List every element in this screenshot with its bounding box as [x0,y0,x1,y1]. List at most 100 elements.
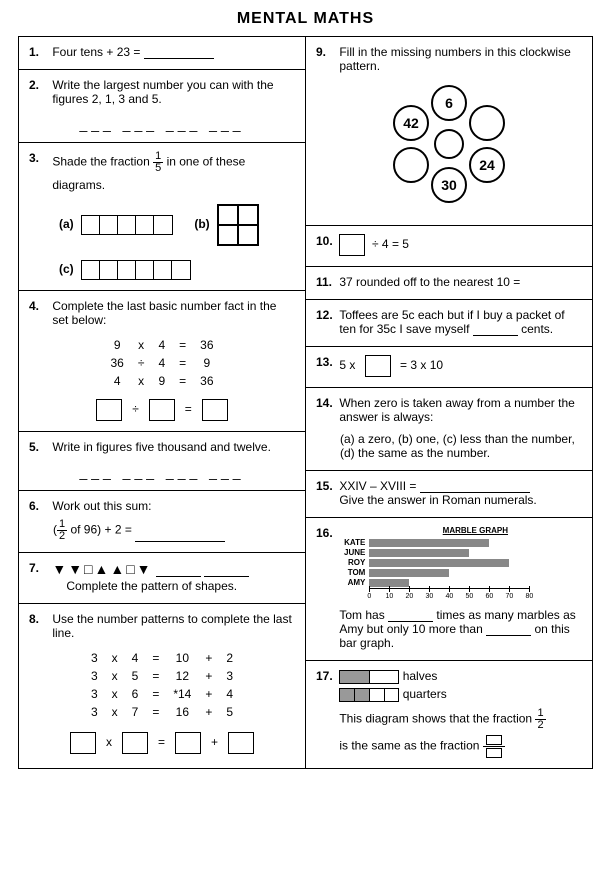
answer-blank[interactable] [420,481,530,493]
shape-pattern: ▼▼□▲▲□▼ [52,561,152,577]
answer-blank[interactable] [135,530,225,542]
q17-sentence: This diagram shows that the fraction 1 2 [339,708,581,731]
q-number: 16. [316,526,336,540]
strip-5-a[interactable] [81,215,173,235]
halves-strip [339,670,399,684]
answer-box[interactable] [149,399,175,421]
answer-box[interactable] [228,732,254,754]
q-text: ▼▼□▲▲□▼ Complete the pattern of shapes. [52,561,294,593]
q-number: 4. [29,299,49,313]
q-number: 1. [29,45,49,59]
answer-box[interactable] [175,732,201,754]
fraction-1-2: 1 2 [57,519,67,542]
answer-dashes[interactable]: ___ ___ ___ ___ [29,464,295,480]
q-number: 7. [29,561,49,575]
q4: 4. Complete the last basic number fact i… [19,291,305,432]
bar-label: TOM [339,568,365,577]
quarters-strip [339,688,399,702]
q-text: 5 x = 3 x 10 [339,355,581,377]
worksheet-page: MENTAL MATHS 1. Four tens + 23 = 2. Writ… [0,0,611,789]
q-text: Toffees are 5c each but if I buy a packe… [339,308,581,336]
q3: 3. Shade the fraction 1 5 in one of thes… [19,143,305,291]
answer-box[interactable] [70,732,96,754]
answer-box[interactable] [202,399,228,421]
q-number: 12. [316,308,336,322]
q-text: Complete the last basic number fact in t… [52,299,294,327]
diagram-row-1: (a) (b) [29,204,295,246]
q12: 12. Toffees are 5c each but if I buy a p… [306,300,592,347]
q1: 1. Four tens + 23 = [19,37,305,70]
q8: 8. Use the number patterns to complete t… [19,604,305,764]
quarters-row: quarters [339,687,581,702]
bar-row: KATE [339,538,581,547]
q2: 2. Write the largest number you can with… [19,70,305,143]
q-number: 13. [316,355,336,369]
chart-axis: 01020304050607080 [369,588,529,602]
answer-blank[interactable] [473,324,518,336]
q-number: 15. [316,479,336,493]
answer-blank[interactable] [204,565,249,577]
q-number: 17. [316,669,336,683]
wheel-val-30: 30 [441,177,457,193]
bar-row: ROY [339,558,581,567]
bar [369,549,469,557]
q14-options: (a) a zero, (b) one, (c) less than the n… [316,432,582,460]
circle-pattern-diagram: 6 42 30 24 [374,79,524,209]
number-facts-table: 9x4=36 36÷4=9 4x9=36 [102,335,221,391]
q-text: Write the largest number you can with th… [52,78,294,106]
q16: 16. MARBLE GRAPH KATEJUNEROYTOMAMY 01020… [306,518,592,661]
q-number: 14. [316,396,336,410]
q-text: halves quarters This diagram shows that … [339,669,581,758]
fact-blank-row: ÷ = [29,399,295,421]
q-text: Write in figures five thousand and twelv… [52,440,294,454]
bar-label: ROY [339,558,365,567]
q-text: 37 rounded off to the nearest 10 = [339,275,581,289]
fraction-1-5: 1 5 [153,151,163,174]
pattern-table: 3x4=10+2 3x5=12+3 3x6=*14+4 3x7=16+5 [83,648,241,722]
answer-box[interactable] [96,399,122,421]
bar-row: TOM [339,568,581,577]
wheel-val-6: 6 [445,95,453,111]
page-title: MENTAL MATHS [18,10,593,28]
q-number: 11. [316,275,336,289]
fraction-answer-box[interactable] [483,735,505,758]
bar-label: AMY [339,578,365,587]
chart-title: MARBLE GRAPH [369,526,581,535]
q9: 9. Fill in the missing numbers in this c… [306,37,592,226]
q6: 6. Work out this sum: ( 1 2 of 96) + 2 = [19,491,305,553]
answer-box[interactable] [339,234,365,256]
bar [369,559,509,567]
q-number: 10. [316,234,336,248]
grid-2x2-b[interactable] [217,204,259,246]
q-number: 6. [29,499,49,513]
answer-box[interactable] [365,355,391,377]
q7: 7. ▼▼□▲▲□▼ Complete the pattern of shape… [19,553,305,604]
q-text: Use the number patterns to complete the … [52,612,294,640]
q-text: Shade the fraction 1 5 in one of these d… [52,151,294,192]
answer-dashes[interactable]: ___ ___ ___ ___ [29,116,295,132]
q6-expr: ( 1 2 of 96) + 2 = [29,519,295,542]
question-grid: 1. Four tens + 23 = 2. Write the largest… [18,36,593,769]
q16-sentence: Tom has times as many marbles as Amy but… [339,608,581,650]
left-column: 1. Four tens + 23 = 2. Write the largest… [19,37,306,768]
answer-blank[interactable] [156,565,201,577]
answer-blank[interactable] [486,624,531,636]
answer-blank[interactable] [144,47,214,59]
q15: 15. XXIV – XVIII = Give the answer in Ro… [306,471,592,518]
wheel-val-42: 42 [403,115,419,131]
answer-box[interactable] [122,732,148,754]
q-number: 2. [29,78,49,92]
bar-row: JUNE [339,548,581,557]
strip-6-c[interactable] [81,260,191,280]
halves-row: halves [339,669,581,684]
q-text: Fill in the missing numbers in this cloc… [339,45,581,73]
q-text: ÷ 4 = 5 [339,234,581,256]
marble-bar-chart: KATEJUNEROYTOMAMY [339,538,581,587]
bar-label: KATE [339,538,365,547]
q8-blank-row: x = + [29,732,295,754]
q-text: Work out this sum: [52,499,294,513]
q-number: 9. [316,45,336,59]
bar [369,569,449,577]
answer-blank[interactable] [388,610,433,622]
q17: 17. halves quarters [306,661,592,768]
